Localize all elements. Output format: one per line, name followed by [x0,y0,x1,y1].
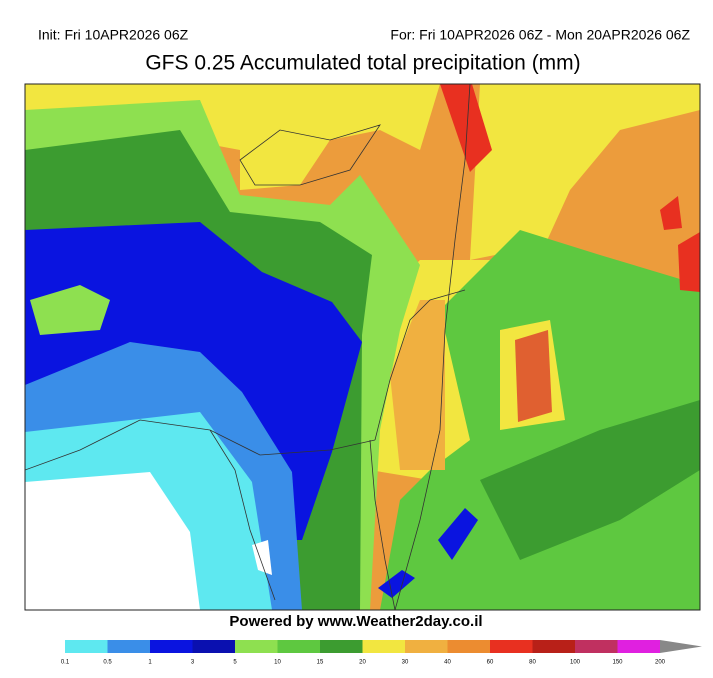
colorbar-label: 0.1 [61,660,70,666]
colorbar-label: 150 [612,660,623,666]
colorbar-label: 10 [274,660,281,666]
colorbar-label: 30 [402,660,409,666]
credit: Powered by www.Weather2day.co.il [229,613,482,630]
colorbar-label: 0.5 [103,660,112,666]
colorbar-label: 20 [359,660,366,666]
colorbar-label: 80 [529,660,536,666]
colorbar-label: 15 [317,660,324,666]
colorbar-label: 3 [191,660,195,666]
map-title: GFS 0.25 Accumulated total precipitation… [145,52,580,75]
valid-time: For: Fri 10APR2026 06Z - Mon 20APR2026 0… [390,27,690,43]
colorbar-labels: 0.1 0.5 1 3 5 10 15 20 30 40 60 80 100 150 200 [61,660,666,666]
colorbar-label: 200 [655,660,666,666]
colorbar-label: 60 [487,660,494,666]
colorbar-label: 100 [570,660,581,666]
init-time: Init: Fri 10APR2026 06Z [38,27,189,43]
colorbar-label: 40 [444,660,451,666]
precipitation-map [24,83,701,611]
colorbar-label: 5 [233,660,237,666]
colorbar [65,640,702,653]
colorbar-label: 1 [148,660,152,666]
